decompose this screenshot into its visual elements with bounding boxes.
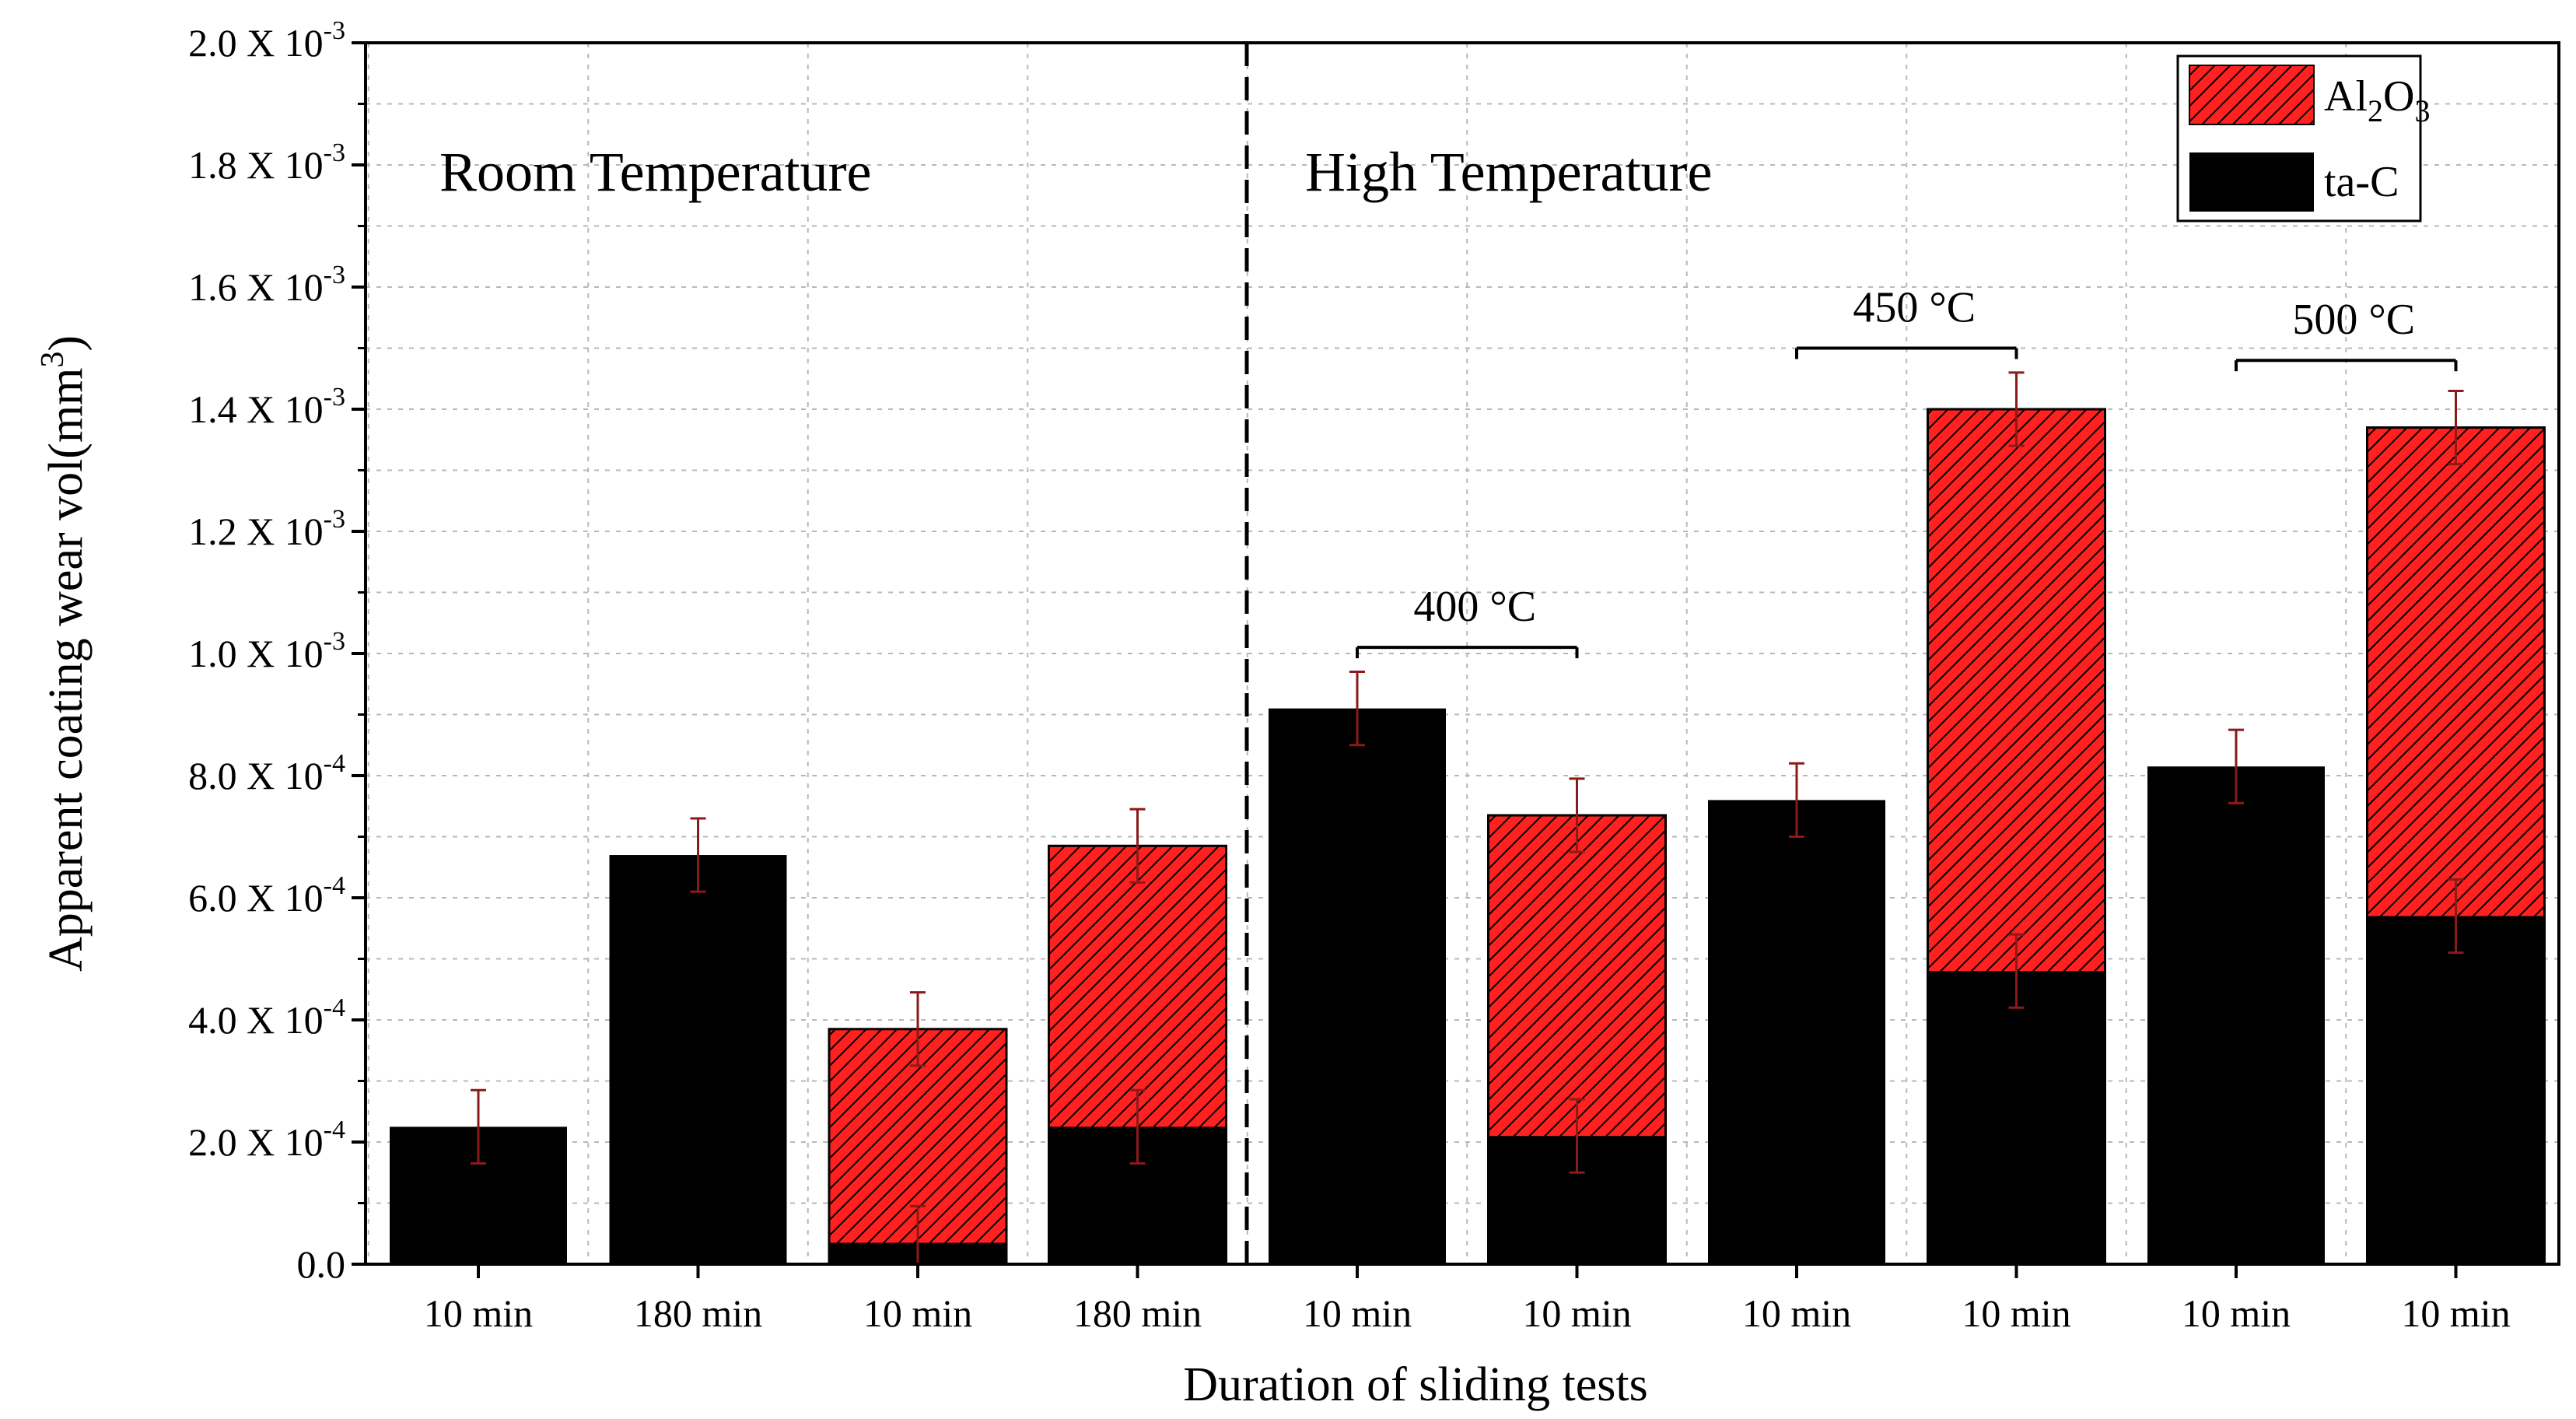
bar-tac-7 <box>1927 971 2105 1264</box>
y-axis-ticks: 0.0 2.0 X 10-4 4.0 X 10-4 6.0 X 10-4 8.0 X 1… <box>188 16 366 1286</box>
y-tick-label: 1.4 X 10-3 <box>188 383 345 431</box>
x-tick-label: 180 min <box>1073 1291 1202 1335</box>
y-tick-label: 8.0 X 10-4 <box>188 749 345 797</box>
y-tick-label: 2.0 X 10-4 <box>188 1116 345 1164</box>
x-tick-label: 10 min <box>1962 1291 2070 1335</box>
x-axis-ticks: 10 min 180 min 10 min 180 min 10 min 10 min 10… <box>424 1264 2511 1335</box>
y-tick-label: 1.0 X 10-3 <box>188 627 345 675</box>
bar-tac-1 <box>609 855 787 1264</box>
y-axis-label: Apparent coating wear vol(mm3) <box>35 335 93 972</box>
x-tick-label: 180 min <box>634 1291 762 1335</box>
x-tick-label: 10 min <box>1522 1291 1631 1335</box>
bar-tac-4 <box>1269 708 1446 1264</box>
temp-bracket-label-1: 450 °C <box>1853 284 1976 332</box>
legend-swatch-al2o3 <box>2189 65 2315 125</box>
x-axis-label: Duration of sliding tests <box>1183 1358 1648 1411</box>
grid-lines <box>366 43 2559 1264</box>
y-tick-label: 1.8 X 10-3 <box>188 138 345 187</box>
temp-bracket-label-2: 500 °C <box>2292 296 2415 344</box>
region-label-room: Room Temperature <box>439 141 871 203</box>
bar-tac-6 <box>1708 800 1885 1264</box>
legend-swatch-tac <box>2189 152 2314 212</box>
x-tick-label: 10 min <box>2182 1291 2291 1335</box>
bars-layer <box>390 408 2546 1266</box>
y-tick-label: 1.2 X 10-3 <box>188 505 345 553</box>
legend-label-tac: ta-C <box>2324 158 2399 206</box>
temperature-brackets: 400 °C 450 °C 500 °C <box>1356 284 2458 659</box>
temp-bracket-label-0: 400 °C <box>1413 583 1536 631</box>
legend-label-al2o3: Al2O3 <box>2324 72 2430 128</box>
region-label-high: High Temperature <box>1305 141 1712 203</box>
error-bars-layer <box>471 371 2464 1266</box>
x-tick-label: 10 min <box>2401 1291 2510 1335</box>
y-tick-label: 1.6 X 10-3 <box>188 261 345 309</box>
x-tick-label: 10 min <box>1303 1291 1412 1335</box>
x-tick-label: 10 min <box>863 1291 972 1335</box>
y-tick-label: 4.0 X 10-4 <box>188 993 345 1042</box>
y-tick-label: 6.0 X 10-4 <box>188 871 345 920</box>
x-tick-label: 10 min <box>424 1291 533 1335</box>
y-tick-label: 2.0 X 10-3 <box>188 16 345 65</box>
x-tick-label: 10 min <box>1742 1291 1851 1335</box>
legend: Al2O3 ta-C <box>2176 54 2430 222</box>
bar-tac-8 <box>2147 766 2325 1264</box>
y-tick-label: 0.0 <box>297 1242 346 1286</box>
bar-tac-9 <box>2367 916 2545 1264</box>
